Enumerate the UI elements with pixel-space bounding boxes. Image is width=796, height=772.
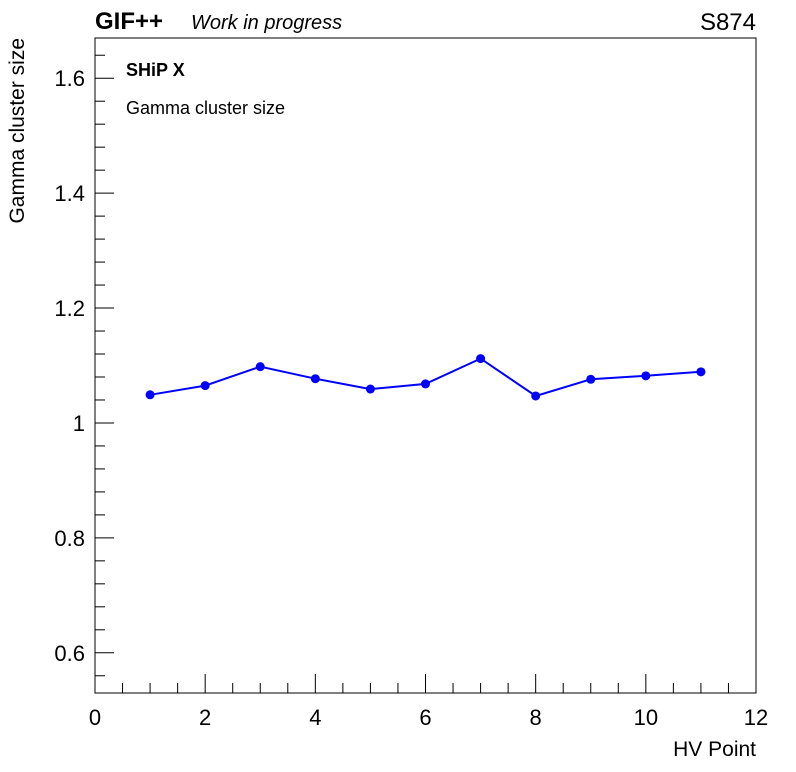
x-tick-label: 12: [744, 705, 768, 730]
data-point: [586, 374, 596, 384]
data-point: [531, 391, 541, 401]
y-tick-label: 1: [73, 411, 85, 436]
y-tick-label: 0.8: [54, 526, 85, 551]
data-point: [255, 362, 265, 372]
x-tick-label: 8: [530, 705, 542, 730]
y-axis-label: Gamma cluster size: [6, 38, 29, 224]
data-point: [421, 379, 430, 389]
y-tick-label: 0.6: [54, 641, 85, 666]
x-tick-label: 4: [309, 705, 321, 730]
run-id-label: S874: [700, 9, 756, 36]
legend-title: SHiP X: [126, 60, 185, 80]
x-tick-label: 10: [634, 705, 658, 730]
x-tick-label: 2: [199, 705, 211, 730]
data-point: [365, 384, 375, 394]
data-point: [200, 381, 210, 391]
data-point: [641, 371, 651, 381]
legend-subtitle: Gamma cluster size: [126, 98, 285, 118]
brand-label: GIF++: [95, 8, 163, 35]
axis-tick-labels: 0 2 4 6 8 10 12 0.6 0.8 1 1.2 1.4 1.6: [54, 66, 768, 730]
data-point: [696, 367, 706, 377]
axis-ticks: [94, 54, 757, 693]
series-line: [149, 357, 701, 398]
plot-frame: [94, 37, 757, 694]
data-point: [476, 354, 486, 364]
y-tick-label: 1.6: [54, 66, 85, 91]
x-tick-label: 6: [419, 705, 431, 730]
y-tick-label: 1.4: [54, 181, 85, 206]
data-point: [310, 374, 320, 384]
y-tick-label: 1.2: [54, 296, 85, 321]
status-label: Work in progress: [191, 12, 342, 34]
data-series: [145, 354, 706, 401]
x-tick-label: 0: [89, 705, 101, 730]
data-point: [145, 390, 155, 400]
x-axis-label: HV Point: [673, 738, 756, 761]
